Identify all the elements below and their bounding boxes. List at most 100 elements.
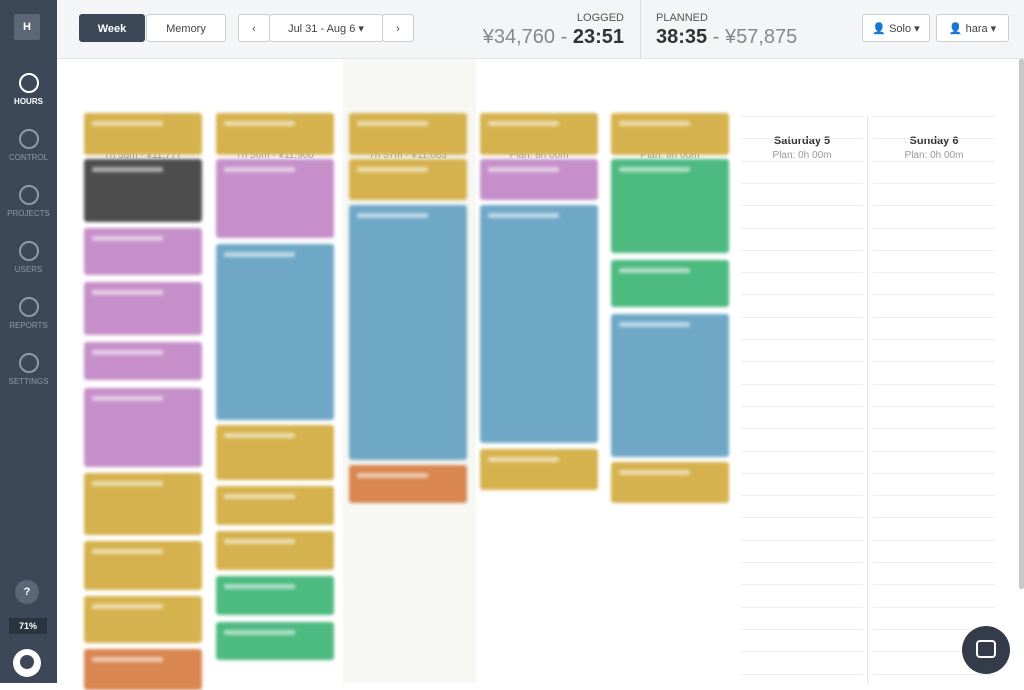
time-entry[interactable] xyxy=(84,228,202,275)
time-entry[interactable] xyxy=(611,260,729,307)
time-entry[interactable] xyxy=(216,576,334,615)
time-entry[interactable] xyxy=(216,531,334,570)
grid-line xyxy=(741,539,863,541)
grid-line xyxy=(741,428,863,430)
separator: - xyxy=(560,26,568,48)
help[interactable]: ? xyxy=(15,580,39,604)
time-entry[interactable] xyxy=(84,596,202,643)
time-entry[interactable] xyxy=(480,113,598,155)
grid-line xyxy=(741,361,863,363)
nav-icon xyxy=(18,129,39,149)
entry-text xyxy=(224,584,295,589)
grid-line xyxy=(873,472,995,474)
time-entry[interactable] xyxy=(611,113,729,155)
time-entry[interactable] xyxy=(611,159,729,253)
grid-line xyxy=(741,339,863,340)
divider xyxy=(640,0,641,58)
nav-label: HOURS xyxy=(14,97,43,106)
grid-line xyxy=(873,584,995,586)
planned-label: PLANNED xyxy=(656,12,708,24)
time-entry[interactable] xyxy=(480,205,598,443)
user-button[interactable]: 👤 hara ▾ xyxy=(936,14,1009,42)
grid-line xyxy=(873,628,995,630)
grid-line xyxy=(741,651,863,653)
memory-button[interactable]: Memory xyxy=(146,14,226,42)
grid-line xyxy=(873,606,995,608)
grid-line xyxy=(741,227,863,229)
day-name: Saturday 5 xyxy=(773,135,831,147)
time-entry[interactable] xyxy=(84,113,202,155)
time-entry[interactable] xyxy=(480,159,598,200)
time-entry[interactable] xyxy=(480,449,598,490)
solo-button[interactable]: 👤 Solo ▾ xyxy=(862,14,930,42)
week-button[interactable]: Week xyxy=(79,14,145,42)
time-entry[interactable] xyxy=(84,159,202,222)
grid-line xyxy=(741,472,863,474)
grid-line xyxy=(873,116,995,117)
day-header: Saturday 5 Plan: 0h 00m xyxy=(737,135,867,161)
toolbar: Week Memory ‹ Jul 31 - Aug 6 ▾ › LOGGED … xyxy=(57,0,1024,59)
time-entry[interactable] xyxy=(84,473,202,535)
day-summary: 7h 58m - ¥11,777 xyxy=(104,150,182,161)
grid-line xyxy=(873,562,995,563)
grid-line xyxy=(741,383,863,385)
grid-line xyxy=(873,227,995,229)
nav-item[interactable]: SETTINGS xyxy=(0,352,57,386)
grid-line xyxy=(873,294,995,296)
time-entry[interactable] xyxy=(216,159,334,238)
chat-button[interactable] xyxy=(962,626,1010,674)
grid-line xyxy=(741,294,863,296)
nav-icon xyxy=(18,297,39,317)
nav-icon xyxy=(18,353,39,373)
entry-text xyxy=(619,268,690,273)
grid-line xyxy=(873,339,995,340)
time-entry[interactable] xyxy=(84,649,202,690)
grid-line xyxy=(741,160,863,162)
time-entry[interactable] xyxy=(216,622,334,660)
time-entry[interactable] xyxy=(611,462,729,503)
nav-item[interactable]: PROJECTS xyxy=(0,184,57,218)
time-entry[interactable] xyxy=(84,541,202,590)
planned: PLANNED 38:35 - ¥57,875 xyxy=(656,12,797,49)
grid-line xyxy=(873,383,995,385)
logged-amount: ¥34,760 xyxy=(482,26,556,48)
memory-label: Memory xyxy=(166,23,206,35)
time-entry[interactable] xyxy=(84,342,202,380)
time-entry[interactable] xyxy=(216,486,334,525)
time-entry[interactable] xyxy=(84,282,202,335)
grid-line xyxy=(741,562,863,563)
nav-item[interactable]: CONTROL xyxy=(0,128,57,162)
nav-item[interactable]: USERS xyxy=(0,240,57,274)
entry-text xyxy=(619,121,690,126)
time-entry[interactable] xyxy=(84,388,202,467)
grid-line xyxy=(873,517,995,519)
nav-label: CONTROL xyxy=(8,153,49,162)
next-button[interactable]: › xyxy=(382,14,414,42)
time-entry[interactable] xyxy=(216,425,334,480)
grid-line xyxy=(741,673,863,675)
planned-time: 38:35 xyxy=(656,26,708,48)
nav-icon xyxy=(18,241,39,261)
time-entry[interactable] xyxy=(349,465,467,503)
grid-line xyxy=(873,182,995,184)
time-entry[interactable] xyxy=(611,314,729,457)
entry-text xyxy=(224,252,295,257)
time-entry[interactable] xyxy=(216,244,334,420)
time-entry[interactable] xyxy=(216,113,334,155)
logo[interactable]: H xyxy=(14,14,40,40)
nav-label: SETTINGS xyxy=(8,377,49,386)
avatar[interactable] xyxy=(13,649,41,677)
day-name: Sunday 6 xyxy=(909,135,959,147)
time-entry[interactable] xyxy=(349,205,467,460)
scrollbar[interactable] xyxy=(1019,59,1024,589)
grid-line xyxy=(741,138,863,140)
date-picker[interactable]: Jul 31 - Aug 6 ▾ xyxy=(269,14,383,42)
time-entry[interactable] xyxy=(349,113,467,155)
prev-button[interactable]: ‹ xyxy=(238,14,270,42)
entry-text xyxy=(92,121,163,126)
nav-item[interactable]: REPORTS xyxy=(0,296,57,330)
entry-text xyxy=(357,213,428,218)
time-entry[interactable] xyxy=(349,159,467,200)
logged-time: 23:51 xyxy=(572,26,624,48)
nav-item[interactable]: HOURS xyxy=(0,72,57,106)
